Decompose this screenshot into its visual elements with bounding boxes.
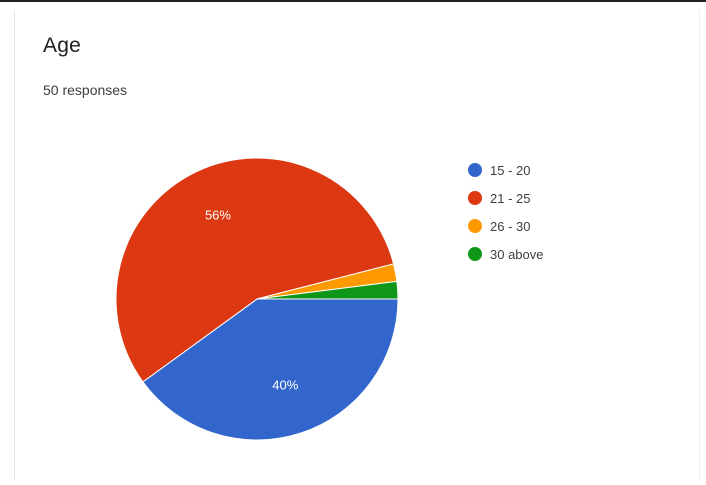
pie-slice-15-20[interactable] <box>142 298 399 441</box>
legend-item-30-above[interactable]: 30 above <box>468 240 544 268</box>
legend-item-26-30[interactable]: 26 - 30 <box>468 212 544 240</box>
pie-chart: 40% 56% <box>115 157 399 441</box>
legend-swatch-icon <box>468 191 482 205</box>
response-count: 50 responses <box>43 82 128 98</box>
legend-swatch-icon <box>468 163 482 177</box>
legend-label: 15 - 20 <box>490 162 531 178</box>
pie-label-21-25: 56% <box>205 208 231 223</box>
question-title: Age <box>43 34 81 57</box>
legend-item-21-25[interactable]: 21 - 25 <box>468 184 544 212</box>
legend-item-15-20[interactable]: 15 - 20 <box>468 156 544 184</box>
pie-slice-21-25[interactable] <box>115 157 395 383</box>
legend-label: 30 above <box>490 246 544 262</box>
legend-label: 21 - 25 <box>490 190 531 206</box>
pie-slice-30-above[interactable] <box>256 280 399 300</box>
chart-legend: 15 - 20 21 - 25 26 - 30 30 above <box>468 156 544 268</box>
legend-swatch-icon <box>468 247 482 261</box>
top-border <box>0 0 706 2</box>
question-card: Age 50 responses 40% 56% 15 - 20 21 - 25 26… <box>14 10 700 480</box>
legend-swatch-icon <box>468 219 482 233</box>
pie-label-15-20: 40% <box>272 378 298 393</box>
legend-label: 26 - 30 <box>490 218 531 234</box>
